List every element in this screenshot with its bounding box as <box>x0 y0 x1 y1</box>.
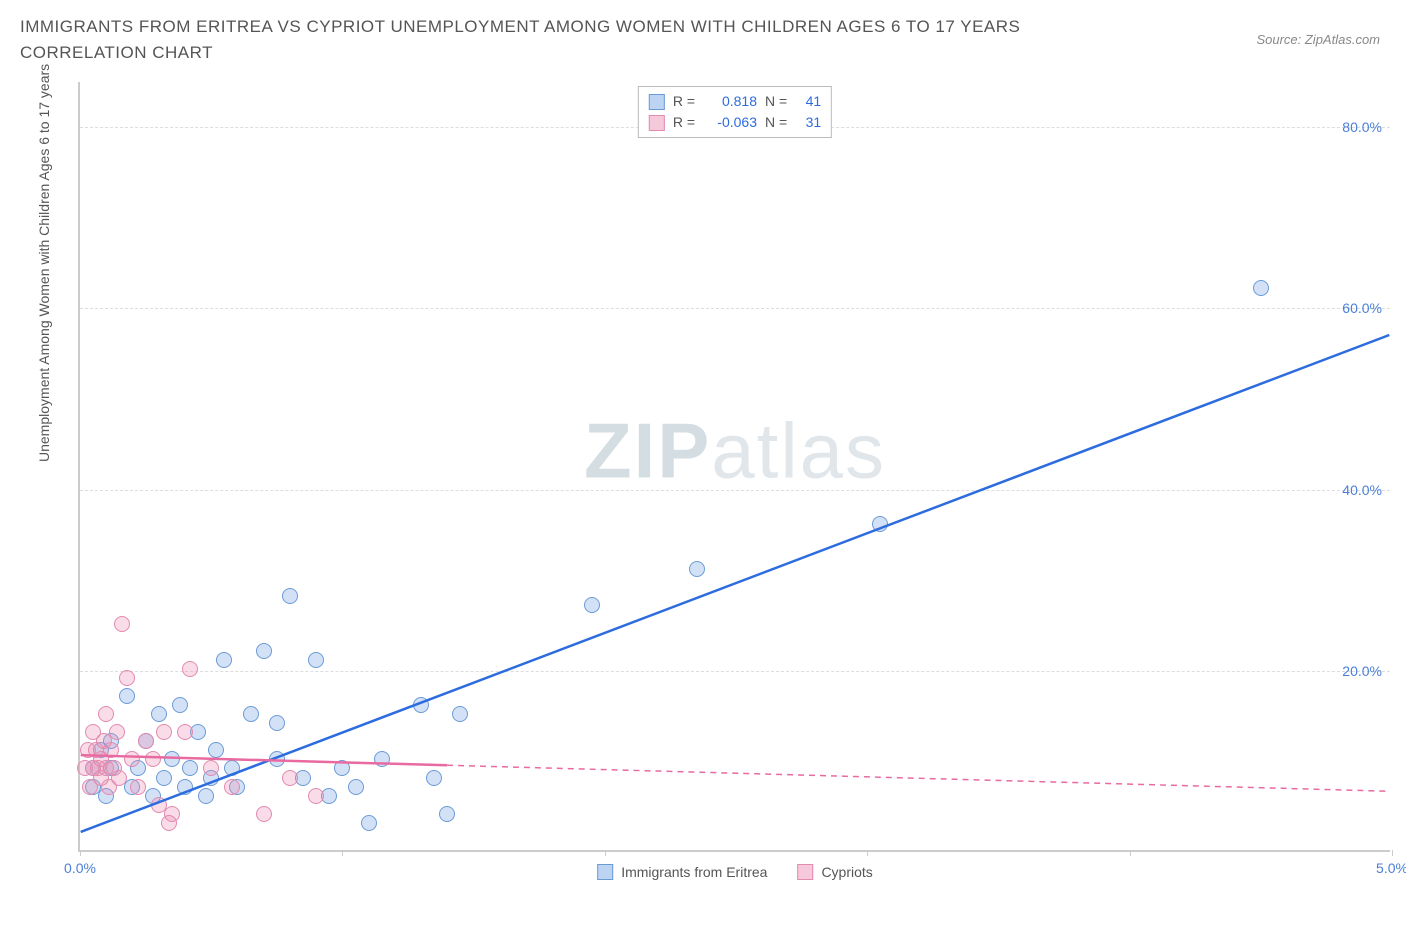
data-point <box>269 751 285 767</box>
gridline <box>80 671 1390 672</box>
data-point <box>124 751 140 767</box>
x-tick-label: 5.0% <box>1376 860 1406 876</box>
data-point <box>98 706 114 722</box>
x-tick-label: 0.0% <box>64 860 96 876</box>
chart-container: Unemployment Among Women with Children A… <box>50 82 1390 890</box>
legend-r-value: -0.063 <box>703 112 757 133</box>
data-point <box>334 760 350 776</box>
data-point <box>177 779 193 795</box>
data-point <box>308 652 324 668</box>
data-point <box>172 697 188 713</box>
y-axis-label: Unemployment Among Women with Children A… <box>36 64 52 462</box>
watermark-bold: ZIP <box>584 406 711 494</box>
x-tick-mark <box>80 850 81 856</box>
data-point <box>161 815 177 831</box>
data-point <box>224 760 240 776</box>
legend-item: Immigrants from Eritrea <box>597 864 767 880</box>
data-point <box>203 760 219 776</box>
x-tick-mark <box>605 850 606 856</box>
data-point <box>269 715 285 731</box>
legend-swatch-icon <box>649 94 665 110</box>
x-tick-mark <box>1392 850 1393 856</box>
data-point <box>256 643 272 659</box>
x-tick-mark <box>342 850 343 856</box>
data-point <box>224 779 240 795</box>
data-point <box>426 770 442 786</box>
data-point <box>584 597 600 613</box>
data-point <box>103 742 119 758</box>
data-point <box>413 697 429 713</box>
data-point <box>872 516 888 532</box>
legend-r-value: 0.818 <box>703 91 757 112</box>
data-point <box>308 788 324 804</box>
legend-n-value: 41 <box>795 91 821 112</box>
legend-item-label: Immigrants from Eritrea <box>621 864 767 880</box>
plot-area: ZIPatlas R =0.818N =41R =-0.063N =31 Imm… <box>78 82 1390 852</box>
legend-stat-row: R = 0.818 N = 41 <box>649 91 821 112</box>
y-tick-label: 40.0% <box>1342 482 1382 498</box>
data-point <box>111 770 127 786</box>
data-point <box>348 779 364 795</box>
x-tick-mark <box>1130 850 1131 856</box>
data-point <box>130 779 146 795</box>
data-point <box>282 770 298 786</box>
data-point <box>156 770 172 786</box>
y-tick-label: 20.0% <box>1342 663 1382 679</box>
data-point <box>109 724 125 740</box>
legend-r-label: R = <box>673 91 695 112</box>
data-point <box>119 688 135 704</box>
watermark-light: atlas <box>711 406 886 494</box>
data-point <box>1253 280 1269 296</box>
data-point <box>182 661 198 677</box>
legend-n-label: N = <box>765 91 787 112</box>
y-tick-label: 60.0% <box>1342 300 1382 316</box>
legend-item: Cypriots <box>797 864 872 880</box>
legend-n-label: N = <box>765 112 787 133</box>
trend-lines <box>80 82 1390 850</box>
legend-swatch-icon <box>797 864 813 880</box>
legend-item-label: Cypriots <box>821 864 872 880</box>
data-point <box>177 724 193 740</box>
legend-n-value: 31 <box>795 112 821 133</box>
y-tick-label: 80.0% <box>1342 119 1382 135</box>
data-point <box>182 760 198 776</box>
gridline <box>80 308 1390 309</box>
data-point <box>361 815 377 831</box>
data-point <box>282 588 298 604</box>
legend-stats: R = 0.818 N = 41 R = -0.063 N = 31 <box>638 86 832 138</box>
data-point <box>374 751 390 767</box>
legend-swatch-icon <box>597 864 613 880</box>
watermark: ZIPatlas <box>584 405 886 496</box>
data-point <box>439 806 455 822</box>
data-point <box>208 742 224 758</box>
data-point <box>156 724 172 740</box>
data-point <box>452 706 468 722</box>
x-tick-mark <box>867 850 868 856</box>
data-point <box>138 733 154 749</box>
data-point <box>119 670 135 686</box>
legend-stat-row: R = -0.063 N = 31 <box>649 112 821 133</box>
data-point <box>256 806 272 822</box>
source-attribution: Source: ZipAtlas.com <box>1256 32 1380 47</box>
data-point <box>243 706 259 722</box>
data-point <box>216 652 232 668</box>
gridline <box>80 490 1390 491</box>
data-point <box>145 751 161 767</box>
data-point <box>689 561 705 577</box>
chart-title: IMMIGRANTS FROM ERITREA VS CYPRIOT UNEMP… <box>20 14 1120 65</box>
data-point <box>151 706 167 722</box>
legend-series: Immigrants from Eritrea Cypriots <box>597 864 873 880</box>
data-point <box>114 616 130 632</box>
data-point <box>198 788 214 804</box>
legend-r-label: R = <box>673 112 695 133</box>
legend-swatch-icon <box>649 115 665 131</box>
data-point <box>164 751 180 767</box>
